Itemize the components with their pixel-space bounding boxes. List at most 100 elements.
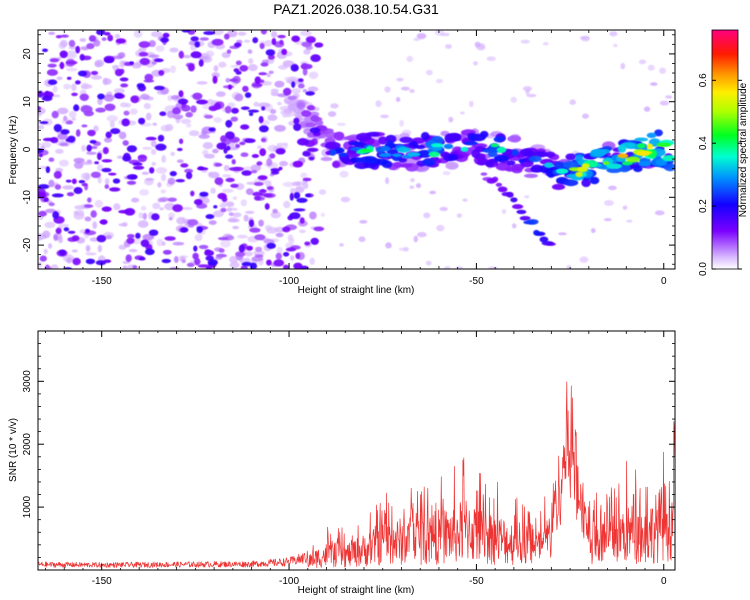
heatmap-cell: [93, 39, 101, 47]
heatmap-cell: [493, 136, 505, 143]
heatmap-cell: [148, 40, 156, 48]
heatmap-cell: [118, 244, 127, 250]
heatmap-cell: [646, 143, 654, 150]
heatmap-cell: [252, 83, 263, 87]
heatmap-cell: [486, 178, 497, 184]
heatmap-cell: [138, 212, 144, 219]
bottom-plot-frame: [37, 330, 676, 571]
heatmap-cell: [329, 149, 337, 156]
heatmap-cell: [282, 60, 295, 68]
heatmap-cell: [168, 217, 173, 221]
bottom-axes: -150 -100 -50 0 1000 2000 3000: [22, 330, 675, 587]
colorbar-frame: [711, 29, 739, 270]
heatmap-cell: [225, 131, 235, 140]
heatmap-cell: [308, 156, 315, 161]
heatmap-cell: [270, 91, 279, 96]
heatmap-cell: [51, 193, 64, 198]
heatmap-cell: [208, 127, 216, 132]
heatmap-cell: [473, 61, 478, 66]
heatmap-cell: [94, 161, 99, 165]
heatmap-cell: [240, 106, 250, 110]
heatmap-cell: [468, 133, 478, 142]
heatmap-cell: [101, 206, 112, 212]
heatmap-cell: [665, 95, 673, 99]
heatmap-cell: [260, 62, 269, 67]
heatmap-cell: [199, 37, 209, 41]
heatmap-cell: [275, 148, 286, 155]
heatmap-cell: [234, 93, 244, 102]
heatmap-cell: [176, 147, 183, 152]
heatmap-cell: [222, 174, 232, 178]
heatmap-cell: [324, 141, 341, 150]
heatmap-cell: [293, 123, 302, 131]
heatmap-cell: [283, 87, 292, 96]
heatmap-cell: [59, 159, 69, 167]
heatmap-cell: [296, 197, 308, 203]
heatmap-cell: [190, 105, 197, 113]
heatmap-cell: [264, 40, 273, 47]
heatmap-cell: [117, 155, 124, 159]
heatmap-cell: [196, 99, 208, 105]
heatmap-cell: [170, 151, 175, 157]
heatmap-cell: [460, 146, 469, 152]
heatmap-cell: [275, 232, 284, 238]
heatmap-cell: [108, 172, 117, 176]
x-tick-label: -150: [92, 276, 112, 287]
heatmap-cell: [179, 138, 184, 145]
heatmap-cell: [50, 264, 59, 269]
heatmap-cell: [385, 242, 392, 249]
heatmap-cell: [202, 142, 214, 150]
heatmap-cell: [212, 30, 224, 36]
heatmap-cell: [79, 53, 85, 61]
heatmap-cell: [226, 207, 232, 212]
heatmap-cell: [213, 205, 218, 209]
heatmap-cell: [161, 173, 166, 182]
heatmap-cell: [112, 178, 121, 184]
heatmap-cell: [288, 103, 298, 112]
heatmap-cell: [199, 191, 209, 197]
heatmap-cell: [228, 212, 234, 217]
heatmap-cell: [185, 171, 193, 180]
heatmap-cell: [591, 228, 596, 234]
heatmap-cell: [332, 160, 341, 169]
heatmap-cell: [634, 137, 649, 142]
heatmap-cell: [462, 198, 468, 202]
heatmap-cell: [251, 154, 260, 158]
heatmap-cell: [506, 160, 516, 166]
heatmap-cell: [257, 145, 262, 149]
heatmap-cell: [520, 39, 530, 44]
heatmap-cell: [291, 35, 301, 43]
heatmap-cell: [159, 197, 169, 202]
heatmap-cell: [97, 244, 103, 253]
heatmap-cell: [71, 117, 77, 121]
heatmap-cell: [203, 153, 215, 159]
heatmap-cell: [606, 163, 622, 169]
heatmap-cell: [476, 159, 486, 166]
heatmap-cell: [155, 45, 165, 52]
heatmap-cell: [75, 129, 81, 137]
heatmap-cell: [89, 139, 97, 144]
heatmap-cell: [47, 63, 57, 68]
heatmap-cell: [131, 197, 140, 203]
x-tick-label: -50: [469, 576, 484, 587]
heatmap-cell: [402, 247, 409, 252]
heatmap-cell: [358, 236, 366, 243]
heatmap-cell: [184, 168, 194, 174]
heatmap-cell: [120, 83, 129, 88]
heatmap-cell: [105, 235, 112, 240]
heatmap-cell: [409, 185, 415, 189]
colorbar-axis: 0.0 0.2 0.4 0.6: [698, 73, 742, 276]
heatmap-cell: [277, 101, 282, 106]
heatmap-cell: [68, 110, 77, 118]
heatmap-cell: [613, 43, 618, 48]
heatmap-cell: [102, 147, 109, 155]
heatmap-cell: [243, 214, 249, 222]
heatmap-cell: [121, 118, 130, 127]
heatmap-cell: [226, 201, 235, 207]
heatmap-cell: [285, 51, 293, 57]
heatmap-cell: [143, 103, 151, 110]
heatmap-cell: [67, 230, 76, 234]
heatmap-cell: [339, 170, 349, 178]
heatmap-cell: [55, 148, 64, 154]
